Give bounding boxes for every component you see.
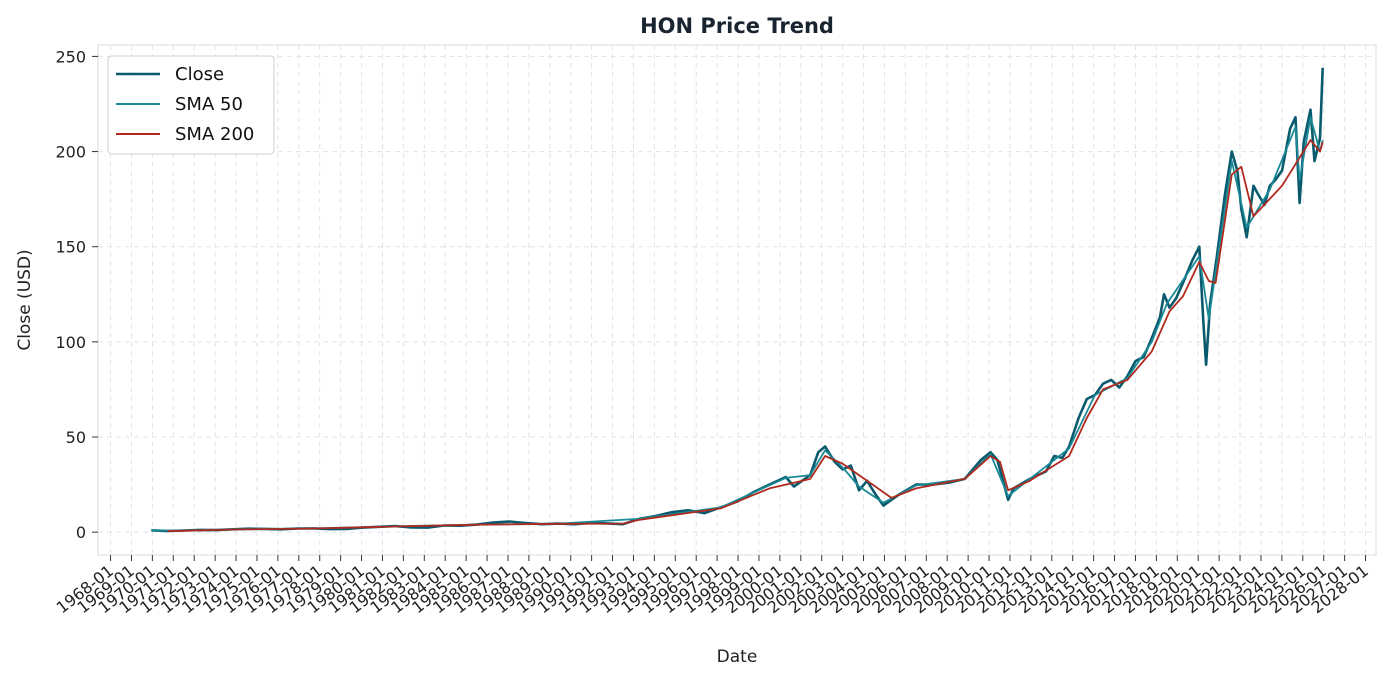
grid	[98, 45, 1376, 555]
y-axis: 0 50 100 150 200 250	[55, 47, 98, 542]
y-tick-label: 50	[66, 428, 86, 447]
y-axis-label: Close (USD)	[15, 249, 35, 350]
series-sma200-line	[167, 139, 1324, 533]
y-tick-label: 200	[55, 143, 86, 162]
chart-title: HON Price Trend	[640, 14, 834, 38]
y-tick-label: 150	[55, 238, 86, 257]
series-close-line	[151, 67, 1324, 533]
y-tick-label: 0	[76, 523, 86, 542]
series-group	[151, 67, 1324, 533]
legend-label-close: Close	[175, 64, 224, 85]
legend-box	[107, 55, 275, 155]
legend-label-sma200: SMA 200	[175, 124, 254, 145]
x-axis: 1968-011969-011970-011971-011972-011973-…	[53, 555, 1372, 617]
y-tick-label: 100	[55, 333, 86, 352]
series-sma50-line	[151, 116, 1324, 532]
legend: Close SMA 50 SMA 200	[107, 55, 275, 155]
plot-area	[97, 44, 1377, 556]
x-axis-label: Date	[717, 647, 758, 667]
legend-label-sma50: SMA 50	[175, 94, 243, 115]
y-tick-label: 250	[55, 47, 86, 66]
